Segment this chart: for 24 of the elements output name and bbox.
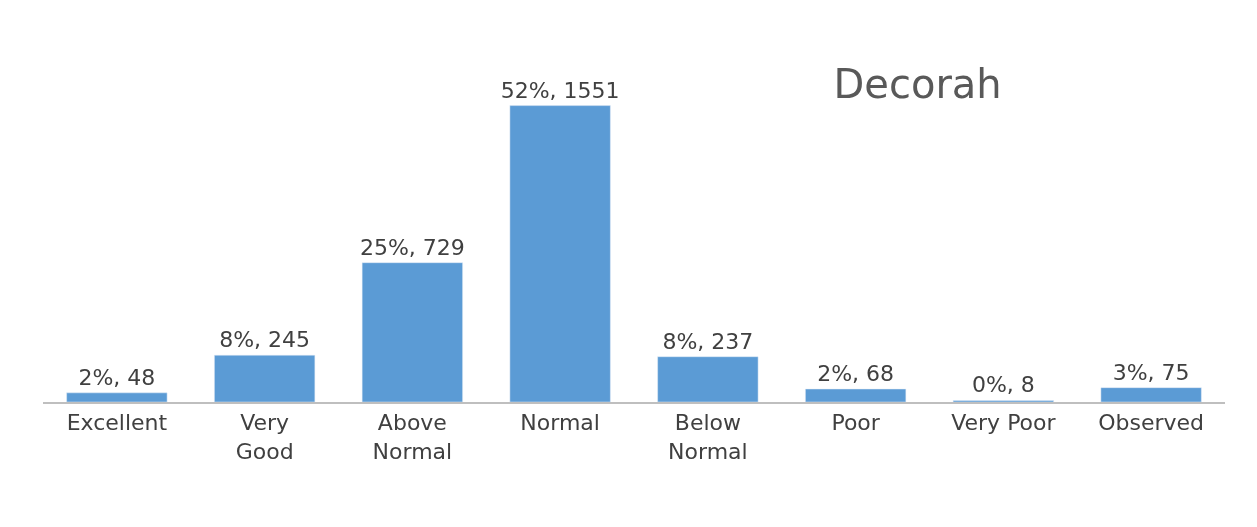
chart-title: Decorah — [833, 61, 1002, 108]
data-label: 52%, 1551 — [500, 77, 620, 103]
data-label: 8%, 245 — [219, 327, 311, 353]
bar — [66, 392, 168, 402]
x-tick-label: Very Good — [235, 410, 294, 464]
data-label: 2%, 68 — [817, 361, 895, 387]
data-label: 0%, 8 — [971, 372, 1035, 398]
data-label: 8%, 237 — [662, 328, 754, 354]
data-label: 3%, 75 — [1112, 359, 1190, 385]
x-tick-label: Observed — [1098, 410, 1205, 436]
bar — [1100, 387, 1202, 402]
x-tick-label: Poor — [831, 410, 881, 436]
x-tick-label: Below Normal — [668, 410, 748, 464]
bar — [214, 354, 316, 402]
bar — [361, 262, 463, 402]
bar — [657, 356, 759, 402]
data-label: 2%, 48 — [78, 364, 156, 390]
bar — [509, 105, 611, 402]
x-tick-label: Excellent — [66, 410, 168, 436]
x-tick-label: Above Normal — [372, 410, 453, 464]
data-label: 25%, 729 — [359, 234, 465, 260]
x-tick-label: Very Poor — [951, 410, 1057, 436]
bar — [805, 388, 907, 402]
x-tick-label: Normal — [520, 410, 600, 436]
